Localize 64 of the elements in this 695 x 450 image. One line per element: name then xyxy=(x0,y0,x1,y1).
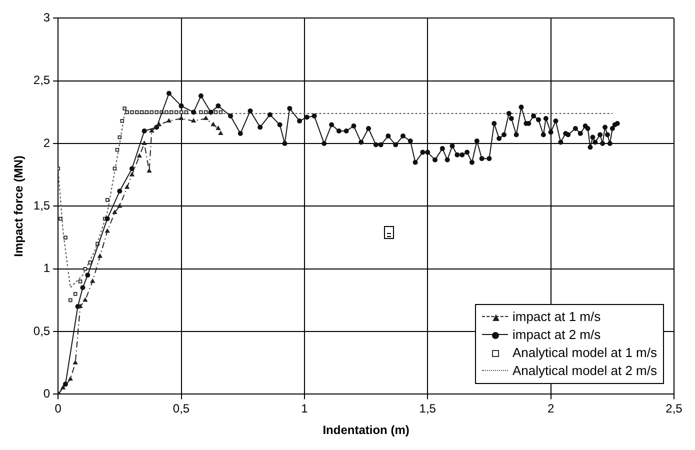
y-tick-label: 3 xyxy=(43,10,50,25)
x-tick-label: 1 xyxy=(301,402,308,416)
point xyxy=(125,110,129,114)
point xyxy=(135,110,139,114)
x-tick-label: 1,5 xyxy=(419,402,436,416)
point xyxy=(124,184,130,189)
point xyxy=(73,292,78,296)
point xyxy=(112,166,117,171)
legend-label: Analytical model at 1 m/s xyxy=(512,344,657,362)
point xyxy=(64,236,68,240)
point xyxy=(90,278,95,283)
x-tick-label: 2,5 xyxy=(666,402,683,416)
point xyxy=(174,110,178,114)
point xyxy=(88,260,92,265)
point xyxy=(204,116,208,120)
point xyxy=(112,210,117,214)
point xyxy=(137,154,142,158)
point xyxy=(204,110,208,114)
point xyxy=(83,266,88,271)
point xyxy=(117,204,122,208)
x-axis-title: Indentation (m) xyxy=(322,423,410,438)
y-tick-label: 0,5 xyxy=(33,324,50,338)
point xyxy=(82,298,88,302)
point xyxy=(149,128,154,132)
point xyxy=(105,198,110,202)
x-tick-label: 2 xyxy=(547,402,554,416)
point xyxy=(68,376,73,381)
point xyxy=(60,385,66,390)
point xyxy=(68,298,72,302)
y-tick-label: 1,5 xyxy=(33,198,50,213)
point xyxy=(216,126,220,130)
point xyxy=(78,304,82,308)
point xyxy=(130,172,134,176)
point xyxy=(199,110,203,114)
point xyxy=(154,110,159,114)
legend-label: impact at 1 m/s xyxy=(512,308,601,326)
point xyxy=(218,131,223,136)
point xyxy=(130,110,134,114)
x-tick-label: 0 xyxy=(54,402,62,416)
point xyxy=(179,116,184,120)
x-tick-label: 0,5 xyxy=(172,402,190,416)
point xyxy=(78,279,82,284)
point xyxy=(140,110,144,114)
point xyxy=(73,360,78,364)
point xyxy=(122,106,127,110)
legend-label: impact at 2 m/s xyxy=(512,326,601,344)
y-tick-label: 2,5 xyxy=(33,73,50,88)
point xyxy=(142,141,147,146)
point xyxy=(156,122,162,126)
legend-label: Analytical model at 2 m/s xyxy=(512,362,657,380)
y-tick-label: 0 xyxy=(43,386,50,401)
y-tick-label: 2 xyxy=(43,136,50,150)
point xyxy=(98,254,102,258)
point xyxy=(166,118,172,122)
point xyxy=(147,168,152,173)
point xyxy=(211,122,216,126)
point xyxy=(105,228,110,233)
point xyxy=(164,110,168,114)
point xyxy=(191,118,196,122)
y-tick-label: 1 xyxy=(43,261,50,276)
point xyxy=(58,216,62,221)
point xyxy=(169,110,174,114)
y-axis-title: Impact force (MN) xyxy=(12,156,26,257)
point xyxy=(120,119,124,123)
